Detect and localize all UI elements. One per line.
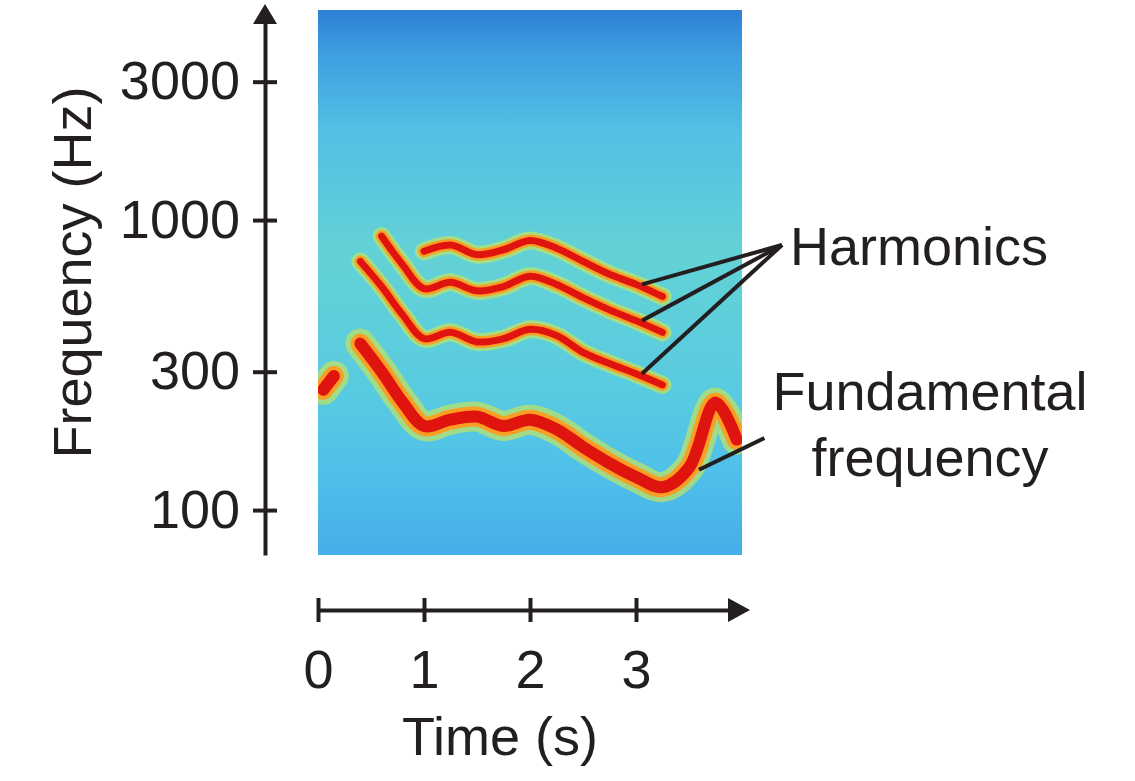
y-axis: 100 300 1000 3000 [120, 11, 277, 556]
line-glow [424, 241, 663, 297]
x-tick-mark [317, 598, 321, 622]
y-tick-mark [253, 80, 277, 84]
y-tick-mark [253, 370, 277, 374]
y-tick-label: 1000 [120, 189, 240, 249]
y-tick: 300 [150, 340, 277, 400]
x-tick-mark [529, 598, 533, 622]
annotation-leader [699, 438, 764, 470]
x-tick: 3 [621, 598, 651, 699]
y-axis-title: Frequency (Hz) [42, 86, 102, 458]
annotation-leader [642, 245, 782, 374]
line-halo [424, 241, 663, 297]
line-glow [323, 344, 736, 488]
y-tick: 100 [150, 479, 277, 539]
line-halo [323, 344, 736, 488]
x-tick-label: 3 [621, 639, 651, 699]
x-tick: 2 [515, 598, 545, 699]
line [323, 344, 736, 488]
y-tick-label: 100 [150, 479, 240, 539]
x-axis-arrow [728, 598, 750, 622]
x-tick-label: 1 [409, 639, 439, 699]
y-tick-label: 3000 [120, 50, 240, 110]
line [424, 241, 663, 297]
x-tick-mark [423, 598, 427, 622]
annotation: Fundamentalfrequency [772, 361, 1087, 487]
y-tick: 3000 [120, 50, 277, 110]
annotation: Harmonics [790, 216, 1048, 276]
line-halo [382, 236, 663, 332]
x-tick: 0 [303, 598, 333, 699]
y-tick-mark [253, 509, 277, 513]
chart: 100 300 1000 3000 0 1 2 3 Frequency (Hz) Time (s)… [0, 0, 1135, 781]
y-axis-line [264, 11, 268, 556]
x-tick: 1 [409, 598, 439, 699]
y-axis-arrow [253, 4, 277, 24]
line-glow [382, 236, 663, 332]
y-tick-mark [253, 219, 277, 223]
y-tick-label: 300 [150, 340, 240, 400]
x-tick-label: 0 [303, 639, 333, 699]
y-tick: 1000 [120, 189, 277, 249]
x-tick-mark [635, 598, 639, 622]
x-axis: 0 1 2 3 [303, 598, 742, 699]
x-axis-title: Time (s) [402, 706, 598, 766]
x-tick-label: 2 [515, 639, 545, 699]
line [382, 236, 663, 332]
plot-background [318, 10, 742, 555]
